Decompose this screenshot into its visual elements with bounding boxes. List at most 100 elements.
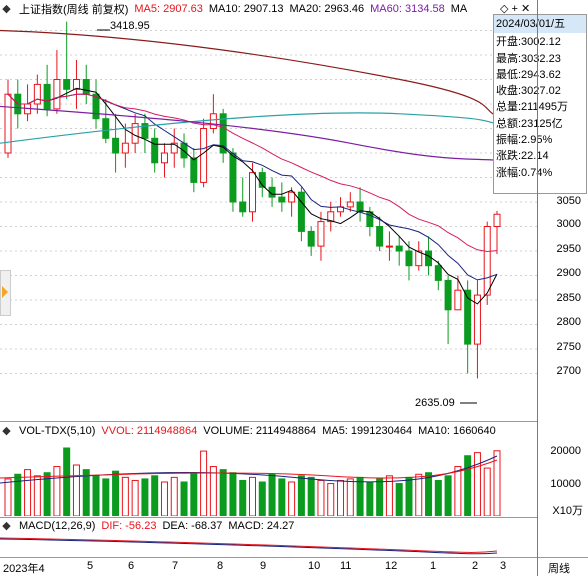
macd-chart[interactable] bbox=[0, 534, 537, 558]
volume-bar bbox=[82, 469, 90, 516]
ma10-readout: MA10: 2907.13 bbox=[208, 3, 284, 15]
candle-body bbox=[268, 186, 276, 198]
dif-readout: DIF: -56.23 bbox=[101, 520, 157, 532]
candle-body bbox=[385, 245, 393, 248]
volume-bar bbox=[297, 475, 305, 516]
volume-title: VOL-TDX(5,10) bbox=[19, 425, 96, 437]
candle-body bbox=[72, 79, 80, 90]
volume-bar bbox=[72, 464, 80, 516]
ma20-readout: MA20: 2963.46 bbox=[289, 3, 365, 15]
volume-bar bbox=[239, 479, 247, 516]
macd-header: ◆ MACD(12,26,9) DIF: -56.23 DEA: -68.37 … bbox=[0, 517, 537, 535]
candle-body bbox=[483, 226, 491, 296]
settings-icon[interactable]: ◇ bbox=[500, 3, 509, 15]
price-tick: 2950 bbox=[556, 243, 581, 255]
time-axis: 2023年4 5 6 7 8 9 10 11 12 1 2 3 bbox=[0, 558, 537, 576]
period-label[interactable]: 周线 bbox=[548, 563, 570, 575]
price-tick: 2700 bbox=[556, 365, 581, 377]
candle-body bbox=[112, 137, 120, 154]
candle-body bbox=[43, 83, 51, 110]
candle-body bbox=[229, 152, 237, 203]
candle-body bbox=[63, 79, 71, 90]
volume-bar bbox=[53, 466, 61, 516]
info-volume: 总量:211495万 bbox=[496, 101, 568, 114]
collapse-icon[interactable]: ◆ bbox=[2, 519, 11, 532]
time-tick: 1 bbox=[430, 560, 437, 572]
quote-info-box: 2024/03/01/五 开盘:3002.12 最高:3032.23 最低:29… bbox=[493, 14, 587, 194]
volume-bar bbox=[4, 478, 12, 516]
candle-body bbox=[405, 250, 413, 267]
candle-body bbox=[219, 113, 227, 154]
candle-body bbox=[249, 172, 256, 213]
price-chart[interactable] bbox=[0, 18, 537, 420]
ma5-readout: MA5: 2907.63 bbox=[134, 3, 203, 15]
collapse-icon[interactable]: ◆ bbox=[2, 424, 11, 437]
volume-bar bbox=[483, 467, 491, 516]
candle-body bbox=[317, 221, 325, 247]
candle-body bbox=[160, 152, 168, 164]
volume-header: ◆ VOL-TDX(5,10) VVOL: 2114948864 VOLUME:… bbox=[0, 422, 537, 440]
candle-body bbox=[464, 289, 472, 345]
price-tick: 3000 bbox=[556, 218, 581, 230]
volume-bar bbox=[356, 476, 364, 516]
volume-bar bbox=[63, 447, 71, 516]
candle-body bbox=[190, 157, 198, 183]
time-tick: 7 bbox=[172, 560, 179, 572]
candle-body bbox=[493, 213, 501, 227]
candle-body bbox=[4, 93, 12, 154]
volume-bar bbox=[268, 473, 276, 516]
ma250-line bbox=[0, 112, 498, 144]
plus-icon[interactable]: + bbox=[511, 3, 518, 15]
time-tick: 8 bbox=[217, 560, 224, 572]
volume-bar bbox=[170, 476, 178, 516]
expand-left-tab[interactable] bbox=[0, 270, 11, 316]
candle-body bbox=[297, 191, 305, 232]
close-icon[interactable]: ✕ bbox=[521, 3, 531, 15]
candle-body bbox=[395, 245, 403, 252]
collapse-icon[interactable]: ◆ bbox=[2, 2, 11, 15]
volume-bar bbox=[180, 481, 188, 516]
volume-bar bbox=[131, 479, 139, 516]
volume-axis: 20000 10000 X10万 bbox=[538, 438, 587, 518]
ma120-line bbox=[0, 29, 498, 117]
candle-body bbox=[92, 93, 100, 120]
candle-body bbox=[151, 137, 159, 164]
volume-bar bbox=[33, 475, 41, 516]
price-tick: 2850 bbox=[556, 292, 581, 304]
volume-bar bbox=[151, 475, 159, 516]
volume-chart[interactable] bbox=[0, 438, 537, 516]
candle-body bbox=[425, 250, 433, 267]
info-amplitude: 振幅:2.95% bbox=[496, 134, 553, 147]
volume-bar bbox=[493, 450, 501, 516]
info-change: 涨跌:22.14 bbox=[496, 150, 549, 163]
time-tick: 5 bbox=[87, 560, 94, 572]
candle-body bbox=[346, 201, 354, 208]
dea-line bbox=[0, 538, 498, 555]
candle-body bbox=[53, 79, 61, 110]
price-tick: 2900 bbox=[556, 267, 581, 279]
candle-body bbox=[415, 250, 423, 267]
candle-body bbox=[170, 142, 178, 154]
volume-bar bbox=[444, 475, 452, 516]
time-tick: 10 bbox=[308, 560, 321, 572]
candle-body bbox=[278, 196, 286, 203]
info-date: 2024/03/01/五 bbox=[494, 15, 586, 34]
candle-body bbox=[454, 289, 462, 311]
candle-body bbox=[366, 211, 374, 228]
ma-more-readout: MA bbox=[450, 3, 468, 15]
volume-bar bbox=[102, 478, 110, 516]
time-tick: 12 bbox=[385, 560, 398, 572]
volume-bar bbox=[317, 479, 325, 516]
volume-bar bbox=[307, 476, 315, 516]
volume-bar bbox=[385, 475, 393, 516]
info-high: 最高:3032.23 bbox=[496, 52, 561, 65]
volume-bar bbox=[337, 479, 345, 516]
volume-bar bbox=[209, 466, 217, 516]
candle-body bbox=[307, 230, 315, 247]
volume-bar bbox=[454, 466, 462, 516]
volume-bar bbox=[24, 469, 32, 516]
candle-body bbox=[444, 279, 452, 311]
price-tick: 2750 bbox=[556, 341, 581, 353]
price-tick: 2800 bbox=[556, 316, 581, 328]
low-annotation: 2635.09 bbox=[415, 397, 455, 409]
